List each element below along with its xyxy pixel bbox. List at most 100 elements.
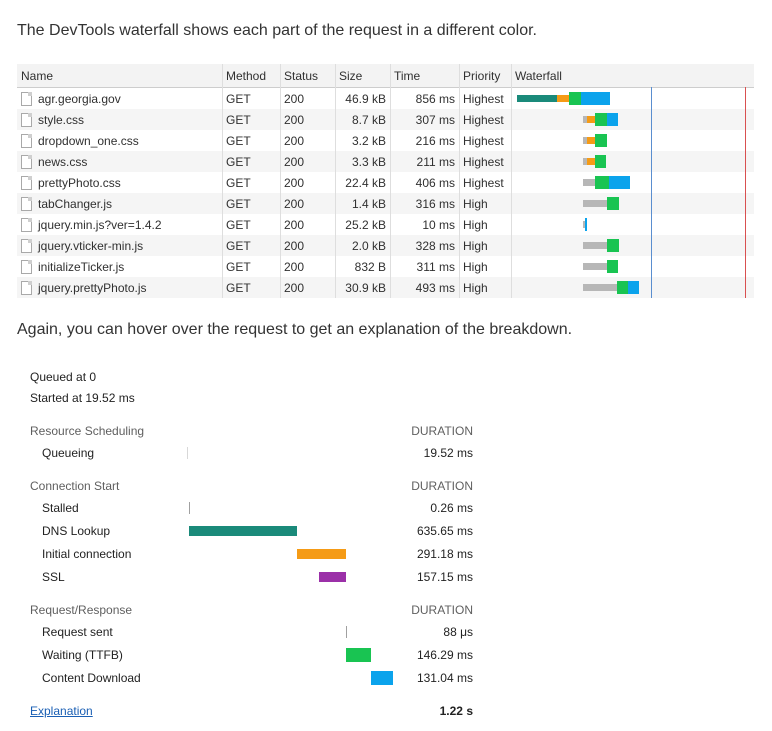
document-icon bbox=[21, 196, 32, 211]
request-time: 856 ms bbox=[415, 91, 455, 106]
table-row[interactable]: prettyPhoto.css GET 200 22.4 kB 406 ms H… bbox=[17, 172, 754, 193]
ssl-bar bbox=[319, 572, 346, 582]
request-waterfall[interactable] bbox=[511, 214, 754, 235]
explanation-link[interactable]: Explanation bbox=[30, 704, 93, 718]
timing-value: 131.04 ms bbox=[416, 671, 473, 685]
waterfall-ttfb-segment bbox=[607, 239, 619, 252]
initial-connection-bar bbox=[297, 549, 346, 559]
request-waterfall[interactable] bbox=[511, 235, 754, 256]
request-size: 3.3 kB bbox=[351, 154, 386, 169]
request-priority: Highest bbox=[463, 154, 504, 169]
table-row[interactable]: agr.georgia.gov GET 200 46.9 kB 856 ms H… bbox=[17, 88, 754, 109]
request-waterfall[interactable] bbox=[511, 151, 754, 172]
waterfall-ttfb-segment bbox=[595, 176, 609, 189]
table-row[interactable]: initializeTicker.js GET 200 832 B 311 ms… bbox=[17, 256, 754, 277]
request-method: GET bbox=[226, 133, 251, 148]
waterfall-stalled-segment bbox=[583, 158, 587, 165]
request-size: 1.4 kB bbox=[351, 196, 386, 211]
timing-row-ttfb: Waiting (TTFB) 146.29 ms bbox=[30, 645, 480, 665]
request-time: 493 ms bbox=[415, 280, 455, 295]
table-row[interactable]: news.css GET 200 3.3 kB 211 ms Highest bbox=[17, 151, 754, 172]
request-size: 25.2 kB bbox=[345, 217, 386, 232]
waterfall-stalled-segment bbox=[583, 263, 607, 270]
waterfall-download-segment bbox=[628, 281, 639, 294]
request-waterfall[interactable] bbox=[511, 109, 754, 130]
request-status: 200 bbox=[284, 112, 305, 127]
table-row[interactable]: dropdown_one.css GET 200 3.2 kB 216 ms H… bbox=[17, 130, 754, 151]
dns-lookup-bar bbox=[189, 526, 297, 536]
table-row[interactable]: jquery.min.js?ver=1.4.2 GET 200 25.2 kB … bbox=[17, 214, 754, 235]
request-status: 200 bbox=[284, 217, 305, 232]
request-method: GET bbox=[226, 91, 251, 106]
request-method: GET bbox=[226, 196, 251, 211]
request-method: GET bbox=[226, 217, 251, 232]
table-row[interactable]: jquery.prettyPhoto.js GET 200 30.9 kB 49… bbox=[17, 277, 754, 298]
column-header-priority[interactable]: Priority bbox=[463, 68, 501, 83]
request-waterfall[interactable] bbox=[511, 193, 754, 214]
waterfall-download-segment bbox=[581, 92, 610, 105]
request-time: 216 ms bbox=[415, 133, 455, 148]
request-method: GET bbox=[226, 280, 251, 295]
waterfall-stalled-segment bbox=[583, 200, 607, 207]
table-row[interactable]: jquery.vticker-min.js GET 200 2.0 kB 328… bbox=[17, 235, 754, 256]
request-status: 200 bbox=[284, 91, 305, 106]
duration-header: DURATION bbox=[411, 479, 473, 493]
table-header: Name Method Status Size Time Priority Wa… bbox=[17, 64, 754, 88]
content-download-bar bbox=[371, 671, 393, 685]
request-priority: Highest bbox=[463, 112, 504, 127]
request-time: 307 ms bbox=[415, 112, 455, 127]
document-icon bbox=[21, 217, 32, 232]
queueing-bar bbox=[187, 447, 188, 459]
request-time: 311 ms bbox=[416, 259, 455, 274]
request-waterfall[interactable] bbox=[511, 256, 754, 277]
request-waterfall[interactable] bbox=[511, 172, 754, 193]
request-method: GET bbox=[226, 112, 251, 127]
table-row[interactable]: style.css GET 200 8.7 kB 307 ms Highest bbox=[17, 109, 754, 130]
table-row[interactable]: tabChanger.js GET 200 1.4 kB 316 ms High bbox=[17, 193, 754, 214]
timing-label: Queueing bbox=[42, 446, 95, 460]
column-header-status[interactable]: Status bbox=[284, 68, 319, 83]
request-waterfall[interactable] bbox=[511, 130, 754, 151]
request-priority: Highest bbox=[463, 175, 504, 190]
queued-at-text: Queued at 0 bbox=[30, 370, 97, 384]
request-size: 2.0 kB bbox=[351, 238, 386, 253]
waterfall-stalled-segment bbox=[583, 179, 595, 186]
column-header-method[interactable]: Method bbox=[226, 68, 267, 83]
duration-header: DURATION bbox=[411, 424, 473, 438]
request-priority: High bbox=[463, 217, 488, 232]
column-header-waterfall[interactable]: Waterfall bbox=[515, 68, 562, 83]
request-name: prettyPhoto.css bbox=[38, 175, 121, 190]
request-size: 46.9 kB bbox=[345, 91, 386, 106]
request-size: 832 B bbox=[354, 259, 386, 274]
timing-value: 146.29 ms bbox=[416, 648, 473, 662]
request-size: 8.7 kB bbox=[351, 112, 386, 127]
outro-paragraph: Again, you can hover over the request to… bbox=[17, 321, 573, 338]
request-waterfall[interactable] bbox=[511, 277, 754, 298]
request-status: 200 bbox=[284, 196, 305, 211]
request-time: 328 ms bbox=[415, 238, 455, 253]
section-header: Resource Scheduling DURATION bbox=[30, 421, 480, 441]
total-duration: 1.22 s bbox=[439, 704, 473, 718]
timing-row-stalled: Stalled 0.26 ms bbox=[30, 498, 480, 518]
request-name: dropdown_one.css bbox=[38, 133, 139, 148]
waterfall-stalled-segment bbox=[583, 242, 607, 249]
request-status: 200 bbox=[284, 133, 305, 148]
column-header-time[interactable]: Time bbox=[394, 68, 421, 83]
request-time: 211 ms bbox=[416, 154, 455, 169]
waterfall-ttfb-segment bbox=[595, 113, 607, 126]
timing-label: SSL bbox=[42, 570, 65, 584]
request-time: 406 ms bbox=[415, 175, 455, 190]
timing-label: Content Download bbox=[42, 671, 141, 685]
request-name: jquery.min.js?ver=1.4.2 bbox=[38, 217, 162, 232]
request-status: 200 bbox=[284, 238, 305, 253]
timing-label: Initial connection bbox=[42, 547, 132, 561]
column-header-name[interactable]: Name bbox=[21, 68, 54, 83]
timing-value: 635.65 ms bbox=[416, 524, 473, 538]
column-header-size[interactable]: Size bbox=[339, 68, 363, 83]
section-header: Request/Response DURATION bbox=[30, 600, 480, 620]
document-icon bbox=[21, 133, 32, 148]
request-priority: Highest bbox=[463, 133, 504, 148]
request-waterfall[interactable] bbox=[511, 88, 754, 109]
request-name: jquery.vticker-min.js bbox=[38, 238, 144, 253]
waterfall-download-segment bbox=[607, 113, 618, 126]
